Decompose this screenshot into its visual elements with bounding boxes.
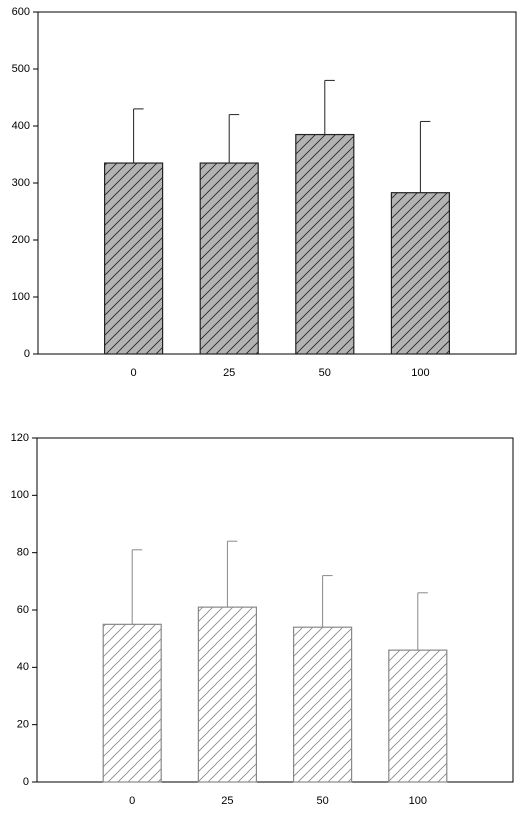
- y-tick-label: 120: [11, 432, 29, 444]
- y-tick-label: 0: [23, 776, 29, 788]
- y-tick-label: 400: [12, 120, 30, 132]
- bar: [295, 133, 355, 355]
- x-tick-label: 100: [409, 795, 427, 807]
- bar: [293, 626, 353, 783]
- y-tick-label: 200: [12, 234, 30, 246]
- x-tick-label: 25: [221, 795, 233, 807]
- bar: [102, 623, 162, 783]
- y-tick-label: 100: [11, 489, 29, 501]
- x-tick-label: 0: [129, 795, 135, 807]
- bar: [197, 606, 257, 783]
- y-tick-label: 300: [12, 177, 30, 189]
- y-tick-label: 0: [24, 348, 30, 360]
- x-tick-label: 50: [316, 795, 328, 807]
- x-tick-label: 50: [319, 367, 331, 379]
- x-tick-label: 100: [411, 367, 429, 379]
- y-tick-label: 40: [17, 661, 29, 673]
- y-tick-label: 80: [17, 547, 29, 559]
- y-tick-label: 600: [12, 6, 30, 18]
- y-tick-label: 60: [17, 604, 29, 616]
- bar: [103, 162, 164, 355]
- bar: [199, 162, 259, 355]
- bar: [388, 649, 448, 783]
- x-tick-label: 25: [223, 367, 235, 379]
- y-tick-label: 500: [12, 63, 30, 75]
- y-tick-label: 20: [17, 719, 29, 731]
- y-tick-label: 100: [12, 291, 30, 303]
- x-tick-label: 0: [131, 367, 137, 379]
- bar: [390, 192, 450, 355]
